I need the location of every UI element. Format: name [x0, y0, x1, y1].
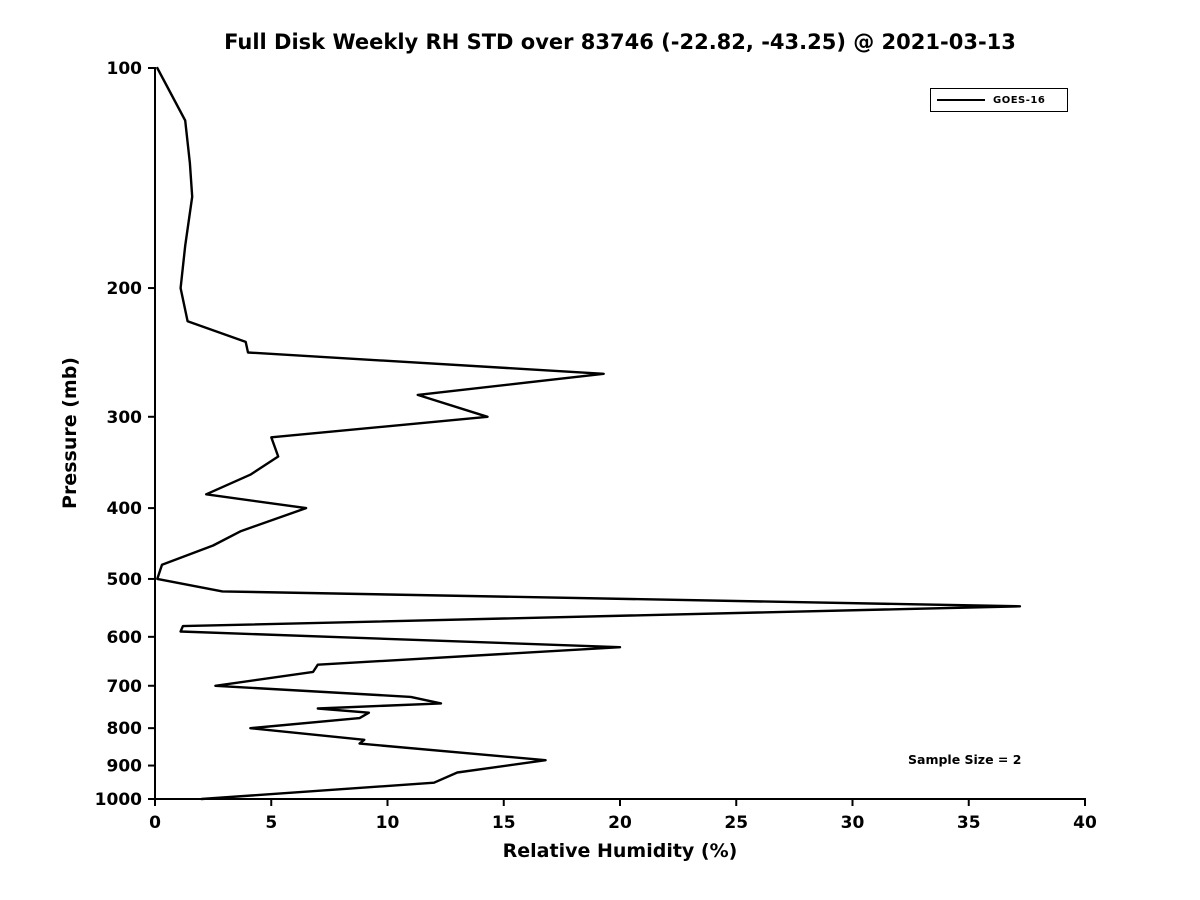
x-tick-label: 0	[149, 813, 161, 833]
y-tick-label: 700	[107, 677, 143, 697]
legend: GOES-16	[930, 88, 1068, 112]
chart-title: Full Disk Weekly RH STD over 83746 (-22.…	[224, 30, 1016, 54]
y-tick-label: 500	[107, 570, 143, 590]
x-tick-label: 15	[492, 813, 516, 833]
x-tick-label: 40	[1073, 813, 1097, 833]
rh-std-line	[156, 66, 1022, 801]
x-tick-label: 5	[265, 813, 277, 833]
x-tick-label: 20	[608, 813, 632, 833]
sample-size-annotation: Sample Size = 2	[908, 752, 1022, 767]
x-axis-label: Relative Humidity (%)	[502, 840, 738, 862]
legend-label: GOES-16	[993, 94, 1046, 106]
y-tick-label: 600	[107, 628, 143, 648]
y-tick-label: 100	[107, 59, 143, 79]
x-tick-label: 35	[957, 813, 981, 833]
y-tick-label: 900	[107, 757, 143, 777]
y-tick-label: 200	[107, 279, 143, 299]
x-tick-label: 25	[724, 813, 748, 833]
x-tick-label: 10	[376, 813, 400, 833]
y-tick-label: 1000	[95, 790, 142, 810]
y-tick-label: 800	[107, 719, 143, 739]
y-tick-label: 300	[107, 408, 143, 428]
x-tick-label: 30	[841, 813, 865, 833]
legend-line-swatch	[937, 99, 985, 101]
y-tick-label: 400	[107, 499, 143, 519]
